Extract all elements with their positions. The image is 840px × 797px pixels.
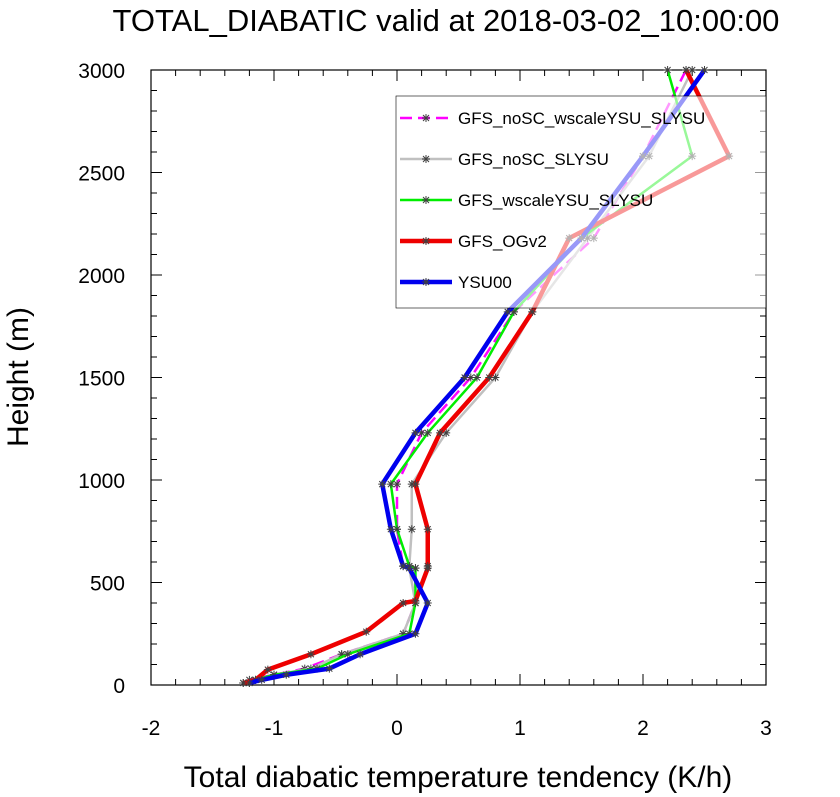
- legend-marker: [422, 278, 430, 286]
- chart-title: TOTAL_DIABATIC valid at 2018-03-02_10:00…: [113, 3, 780, 38]
- data-point-marker: [411, 596, 420, 605]
- data-point-marker: [356, 650, 365, 659]
- data-point-marker: [423, 428, 432, 437]
- y-tick-label: 500: [90, 573, 125, 596]
- data-point-marker: [663, 66, 672, 74]
- data-point-marker: [436, 428, 445, 437]
- y-tick-label: 2500: [78, 163, 125, 186]
- data-point-marker: [257, 675, 266, 684]
- data-point-marker: [393, 480, 401, 489]
- legend-label: YSU00: [458, 273, 512, 292]
- legend-marker: [422, 237, 430, 245]
- data-point-marker: [700, 66, 709, 74]
- data-point-marker: [386, 525, 395, 534]
- x-tick-label: -2: [142, 717, 161, 740]
- data-point-marker: [466, 373, 475, 382]
- data-point-marker: [503, 307, 512, 316]
- legend-label: GFS_noSC_SLYSU: [458, 150, 609, 169]
- data-point-marker: [411, 480, 420, 489]
- legend-box: [395, 95, 767, 309]
- y-tick-label: 1500: [78, 368, 125, 391]
- legend-label: GFS_OGv2: [458, 232, 547, 251]
- x-tick-label: 1: [514, 717, 526, 740]
- data-point-marker: [245, 678, 254, 687]
- data-point-marker: [405, 564, 414, 573]
- data-point-marker: [343, 650, 352, 659]
- data-point-marker: [423, 562, 432, 571]
- data-point-marker: [386, 480, 395, 489]
- x-axis-label: Total diabatic temperature tendency (K/h…: [184, 761, 733, 794]
- data-point-marker: [378, 480, 387, 489]
- data-point-marker: [472, 373, 481, 382]
- data-point-marker: [306, 650, 315, 659]
- data-point-marker: [682, 66, 691, 74]
- legend-marker: [422, 114, 430, 122]
- legend-label: GFS_noSC_wscaleYSU_SLYSU: [458, 109, 705, 128]
- data-point-marker: [485, 373, 494, 382]
- data-point-marker: [423, 525, 432, 534]
- legend: GFS_noSC_wscaleYSU_SLYSU GFS_noSC_SLYSU GF…: [395, 95, 767, 309]
- data-point-marker: [282, 670, 291, 679]
- data-point-marker: [411, 428, 420, 437]
- x-tick-label: 2: [637, 717, 649, 740]
- data-point-marker: [688, 66, 697, 74]
- data-point-marker: [337, 650, 346, 659]
- y-tick-label: 0: [113, 675, 125, 698]
- data-point-marker: [417, 428, 426, 437]
- y-tick-label: 3000: [78, 60, 125, 83]
- data-point-marker: [239, 678, 248, 687]
- y-tick-label: 2000: [78, 265, 125, 288]
- data-point-marker: [491, 373, 500, 382]
- data-point-marker: [362, 627, 371, 636]
- legend-marker: [422, 155, 430, 163]
- data-point-marker: [399, 562, 408, 571]
- data-point-marker: [270, 670, 278, 679]
- data-point-marker: [460, 373, 469, 382]
- y-tick-label: 1000: [78, 470, 125, 493]
- data-point-marker: [263, 665, 272, 674]
- x-tick-label: 0: [391, 717, 403, 740]
- legend-label: GFS_wscaleYSU_SLYSU: [458, 191, 653, 210]
- y-tick-labels: 0 500 1000 1500 2000 2500 3000: [78, 60, 125, 698]
- data-point-marker: [399, 629, 408, 638]
- y-axis-label: Height (m): [2, 307, 35, 447]
- data-point-marker: [423, 599, 432, 607]
- data-point-marker: [528, 307, 537, 316]
- data-point-marker: [393, 525, 401, 534]
- data-point-marker: [407, 525, 416, 534]
- x-tick-labels: -2 -1 0 1 2 3: [142, 717, 772, 740]
- legend-marker: [422, 196, 430, 204]
- data-point-marker: [442, 428, 451, 437]
- data-point-marker: [411, 564, 420, 573]
- legend-items: GFS_noSC_wscaleYSU_SLYSU GFS_noSC_SLYSU GF…: [400, 109, 705, 292]
- data-point-marker: [399, 599, 408, 607]
- data-point-marker: [325, 664, 334, 673]
- x-tick-label: -1: [265, 717, 284, 740]
- data-point-marker: [411, 629, 420, 638]
- data-point-marker: [509, 307, 518, 316]
- x-tick-label: 3: [760, 717, 772, 740]
